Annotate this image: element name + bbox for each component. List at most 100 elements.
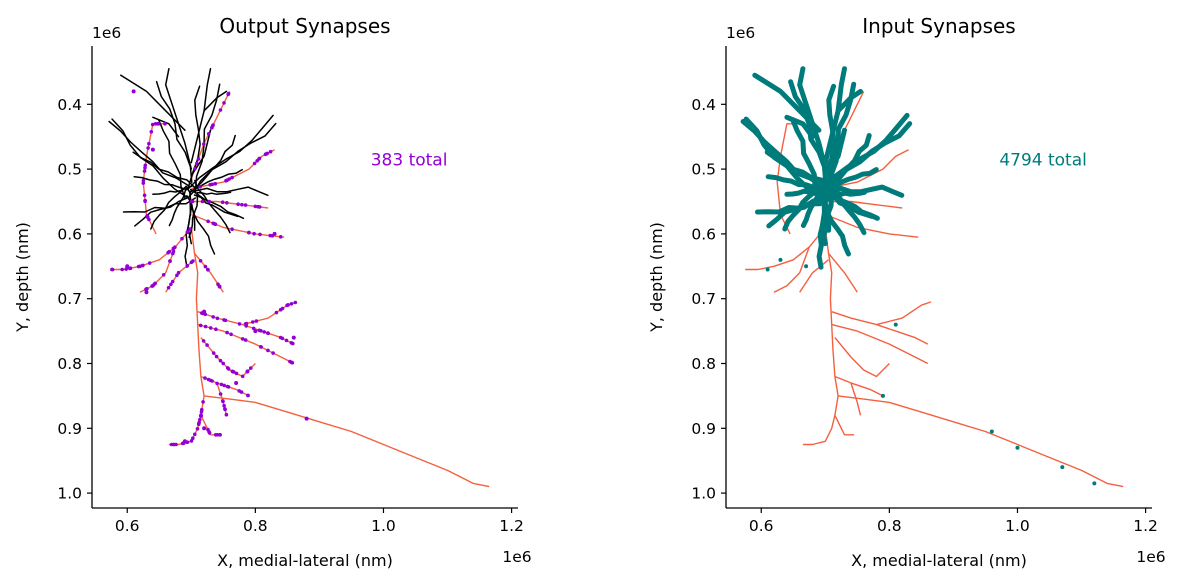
synapse-point xyxy=(778,257,783,262)
axon-branch xyxy=(850,382,862,416)
synapse-point xyxy=(218,433,222,437)
synapse-point xyxy=(255,159,259,163)
synapse-point xyxy=(272,231,277,236)
synapse-point xyxy=(218,358,223,363)
synapse-point xyxy=(230,175,234,180)
synapse-point xyxy=(989,429,994,434)
dendrite-branch xyxy=(195,186,269,197)
synapse-point xyxy=(206,219,210,224)
dendrite-branch xyxy=(189,188,245,220)
synapse-point xyxy=(146,146,150,150)
dendrite-branch xyxy=(187,85,201,188)
synapse-point xyxy=(225,201,229,205)
y-tick-label: 0.9 xyxy=(57,420,82,438)
synapse-point xyxy=(244,322,248,326)
dendrite-branch xyxy=(821,121,913,196)
synapse-point xyxy=(222,101,226,105)
synapse-point xyxy=(257,328,262,333)
synapse-point xyxy=(222,383,226,388)
synapse-point xyxy=(153,281,157,286)
synapse-point xyxy=(131,89,136,94)
synapse-point xyxy=(149,130,154,134)
synapse-point xyxy=(208,326,213,330)
y-offset-label: 1e6 xyxy=(92,24,121,42)
dendrite-branch xyxy=(828,184,905,198)
synapse-point xyxy=(168,259,172,263)
synapse-point xyxy=(203,264,208,269)
synapse-point xyxy=(268,149,273,154)
synapse-point xyxy=(220,200,225,204)
synapse-markers xyxy=(110,89,309,447)
synapse-point xyxy=(234,371,239,376)
synapse-point xyxy=(264,152,269,156)
synapse-point xyxy=(245,369,249,374)
axon-branch xyxy=(197,323,295,365)
synapse-point xyxy=(804,264,809,269)
synapse-point xyxy=(141,181,146,185)
synapse-point xyxy=(236,202,240,206)
synapse-markers xyxy=(765,257,1097,486)
synapse-point xyxy=(199,414,203,418)
axon-branch xyxy=(834,337,890,378)
dendrite-branch xyxy=(826,178,867,236)
axon-branch xyxy=(824,227,1124,488)
synapse-point xyxy=(226,367,231,371)
y-tick-label: 0.7 xyxy=(691,290,716,308)
synapse-point xyxy=(141,178,146,183)
axon-branch xyxy=(191,213,285,238)
synapse-point xyxy=(207,199,211,204)
chart-title: Input Synapses xyxy=(862,14,1015,38)
synapse-point xyxy=(150,284,155,288)
synapse-point xyxy=(224,178,228,183)
synapse-point xyxy=(144,290,149,295)
dendrite-branch xyxy=(826,81,857,195)
dendrite-branch xyxy=(755,195,832,215)
synapse-point xyxy=(147,217,151,222)
y-tick-label: 0.5 xyxy=(691,161,716,179)
dendrite-branch xyxy=(186,195,216,255)
synapse-point xyxy=(169,282,173,287)
synapse-point xyxy=(224,412,229,417)
synapse-point xyxy=(266,331,270,335)
dendrite-branch xyxy=(168,184,190,227)
y-tick-label: 1.0 xyxy=(57,485,82,503)
synapse-point xyxy=(208,182,212,187)
synapse-point xyxy=(185,263,190,268)
synapse-point xyxy=(213,181,218,186)
x-tick-label: 0.8 xyxy=(877,517,902,535)
synapse-point xyxy=(176,270,181,275)
synapse-point xyxy=(893,322,898,327)
synapse-point xyxy=(145,214,150,219)
y-axis-label: Y, depth (nm) xyxy=(647,222,666,333)
synapse-point xyxy=(240,337,245,341)
x-tick-label: 1.0 xyxy=(371,517,396,535)
dendrite-branch xyxy=(194,179,231,234)
synapse-point xyxy=(1060,465,1065,470)
synapse-point xyxy=(161,273,166,277)
synapse-point xyxy=(215,316,220,321)
axon-branch xyxy=(799,259,829,293)
synapse-point xyxy=(198,323,203,328)
synapse-point xyxy=(266,348,270,353)
synapse-point xyxy=(199,410,204,414)
synapse-point xyxy=(207,431,212,435)
synapse-point xyxy=(880,393,885,398)
y-axis-label: Y, depth (nm) xyxy=(13,222,32,333)
synapse-point xyxy=(213,433,218,437)
synapse-point xyxy=(185,230,190,234)
synapse-point xyxy=(203,376,207,380)
synapse-point xyxy=(182,439,187,444)
x-offset-label: 1e6 xyxy=(502,548,531,566)
synapse-point xyxy=(254,319,259,323)
synapse-point xyxy=(191,436,195,441)
synapse-point xyxy=(253,329,258,334)
synapse-point xyxy=(256,204,260,209)
dendrite-branch xyxy=(819,205,828,247)
dendrite-branch xyxy=(784,114,815,140)
synapse-point xyxy=(142,193,147,198)
y-tick-label: 0.6 xyxy=(57,225,82,243)
y-tick-label: 1.0 xyxy=(691,485,716,503)
synapse-point xyxy=(205,343,209,347)
y-tick-label: 0.6 xyxy=(691,225,716,243)
